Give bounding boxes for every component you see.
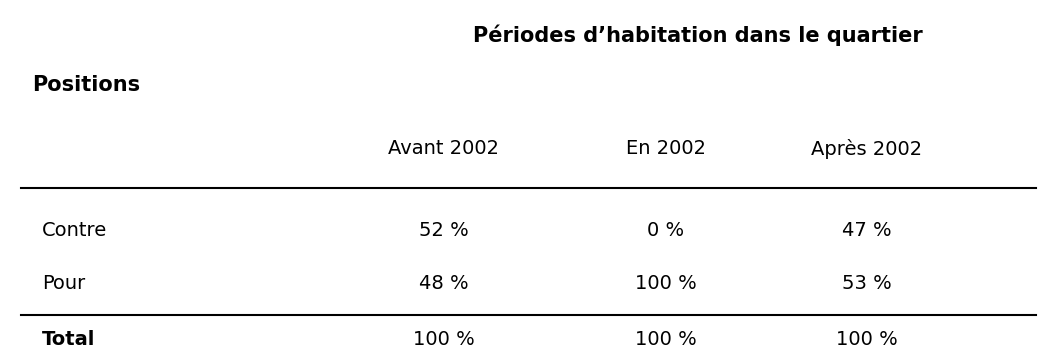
Text: En 2002: En 2002 xyxy=(626,139,706,158)
Text: 100 %: 100 % xyxy=(635,330,697,349)
Text: 0 %: 0 % xyxy=(647,221,685,240)
Text: 100 %: 100 % xyxy=(635,274,697,293)
Text: 52 %: 52 % xyxy=(419,221,469,240)
Text: Pour: Pour xyxy=(42,274,86,293)
Text: 100 %: 100 % xyxy=(413,330,475,349)
Text: 48 %: 48 % xyxy=(420,274,468,293)
Text: Positions: Positions xyxy=(32,75,140,95)
Text: Après 2002: Après 2002 xyxy=(811,139,923,159)
Text: Périodes d’habitation dans le quartier: Périodes d’habitation dans le quartier xyxy=(472,25,923,46)
Text: 53 %: 53 % xyxy=(841,274,892,293)
Text: 47 %: 47 % xyxy=(842,221,891,240)
Text: Contre: Contre xyxy=(42,221,108,240)
Text: Total: Total xyxy=(42,330,95,349)
Text: 100 %: 100 % xyxy=(836,330,897,349)
Text: Avant 2002: Avant 2002 xyxy=(388,139,500,158)
